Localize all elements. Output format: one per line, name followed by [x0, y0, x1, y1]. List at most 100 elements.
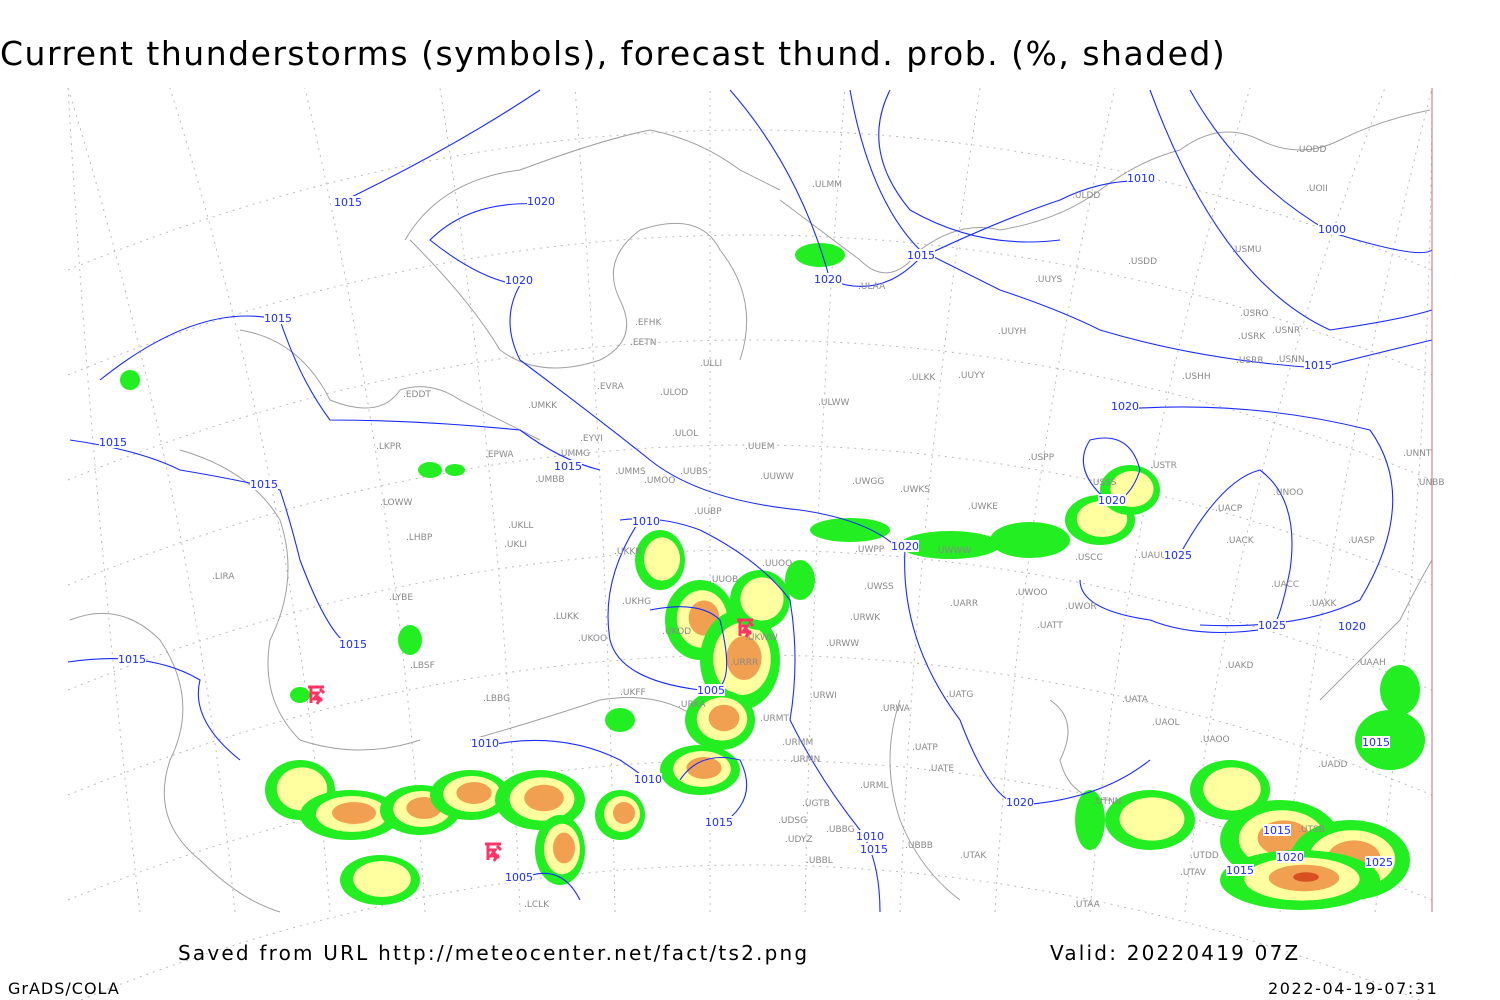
probability-area-low [900, 531, 1000, 559]
meridian-line [67, 87, 141, 913]
isobar-label-bg [891, 540, 919, 552]
isobar-label-bg [1362, 736, 1390, 748]
station-label: .UUEM [745, 442, 775, 452]
probability-area-low [605, 708, 635, 732]
station-label: .UAKD [1225, 661, 1254, 671]
isobar-label: 1025 [1258, 619, 1286, 632]
station-label: .USRR [1236, 356, 1264, 366]
isobar-label: 1010 [471, 737, 499, 750]
storm-symbols [308, 618, 755, 862]
probability-area-high [726, 636, 762, 680]
isobar-label: 1020 [505, 274, 533, 287]
station-label: .UACP [1215, 504, 1243, 514]
station-label: .UARR [950, 599, 978, 609]
coastlines-borders [69, 109, 1433, 913]
isobar-label-bg [705, 816, 733, 828]
station-label: .UKFF [620, 688, 646, 698]
station-label: .UKHG [622, 597, 651, 607]
isobar-label-bg [860, 843, 888, 855]
isobar-label: 1015 [554, 460, 582, 473]
station-label: .UASP [1348, 536, 1375, 546]
probability-area-high [613, 802, 635, 824]
isobar-line [1149, 89, 1433, 331]
station-label: .UKLI [504, 540, 527, 550]
parallel-line [67, 129, 1433, 271]
station-label: .USRK [1238, 332, 1266, 342]
station-label: .UWOR [1065, 602, 1097, 612]
station-label: .UAOO [1200, 735, 1230, 745]
isobar-label: 1005 [697, 684, 725, 697]
station-label: .EETN [630, 338, 656, 348]
isobar-label-bg [1304, 359, 1332, 371]
isobar-label: 1010 [632, 515, 660, 528]
station-label: .UUBS [680, 467, 708, 477]
station-label: .UATG [946, 690, 973, 700]
isobar-label: 1015 [1263, 824, 1291, 837]
coastline [404, 129, 781, 241]
probability-shading [120, 243, 1425, 910]
isobar-label: 1020 [891, 540, 919, 553]
station-label: .UTAV [1180, 868, 1207, 878]
isobar-line [878, 89, 1061, 243]
meridian-line [994, 87, 1116, 913]
isobar-label-bg [1164, 549, 1192, 561]
station-label: .UUYH [998, 327, 1026, 337]
station-label: .URMM [782, 738, 813, 748]
isobar-line [67, 658, 241, 761]
probability-area-high [553, 832, 575, 864]
isobar-label-bg [697, 684, 725, 696]
meridian-line [1374, 87, 1433, 913]
station-label: .UATE [928, 764, 954, 774]
station-label: .UADD [1318, 760, 1348, 770]
station-label: .URRR [730, 658, 758, 668]
station-label: .ULMM [812, 180, 842, 190]
isobar-line [69, 439, 354, 648]
thunderstorm-symbol-glyph [308, 685, 326, 705]
probability-area-group [120, 243, 1425, 910]
thunderstorm-symbol-glyph [485, 842, 503, 862]
station-label: .EPWA [485, 450, 514, 460]
station-label: .EFHK [635, 318, 662, 328]
isobar-label-bg [1258, 619, 1286, 631]
station-label: .LCLK [524, 900, 550, 910]
station-label: .UATP [912, 743, 938, 753]
isobar-line [729, 89, 1142, 287]
station-label: .UBBL [806, 856, 833, 866]
station-label: .UDYZ [785, 835, 813, 845]
station-label: .UNBB [1416, 478, 1445, 488]
station-label: .UWKE [968, 502, 998, 512]
isobar-label-bg [856, 830, 884, 842]
isobar-label: 1015 [705, 816, 733, 829]
probability-area-mid [1119, 797, 1185, 841]
probability-area-low [418, 462, 442, 478]
station-label: .UKKK [614, 547, 642, 557]
isobar-label-bg [1365, 856, 1393, 868]
station-label: .URML [860, 781, 888, 791]
isobar-label: 1020 [1098, 494, 1126, 507]
isobar-label-bg [1006, 796, 1034, 808]
station-label: .UMMG [558, 449, 590, 459]
meridian-line [439, 87, 521, 913]
station-label: .UBBB [905, 841, 933, 851]
station-label: .ULLI [700, 359, 722, 369]
station-label: .USNR [1272, 326, 1300, 336]
station-label: .USDD [1128, 257, 1157, 267]
meridian-line [67, 87, 236, 913]
isobar-label: 1015 [339, 638, 367, 651]
station-label: .UATT [1037, 621, 1063, 631]
station-label: .UWGG [852, 477, 884, 487]
isobar-label: 1005 [505, 871, 533, 884]
station-label: .ULOD [660, 388, 688, 398]
station-label: .URWI [810, 691, 837, 701]
probability-area-low [795, 243, 845, 267]
isobar-label: 1025 [1164, 549, 1192, 562]
isobar-label-bg [527, 195, 555, 207]
station-label: .ULKK [909, 373, 936, 383]
isobar-label-bg [1318, 223, 1346, 235]
station-label: .USPP [1028, 453, 1055, 463]
isobar-label: 1015 [860, 843, 888, 856]
coastline [889, 699, 961, 901]
isobar-line [904, 548, 1151, 806]
isobar-line [1082, 437, 1141, 504]
